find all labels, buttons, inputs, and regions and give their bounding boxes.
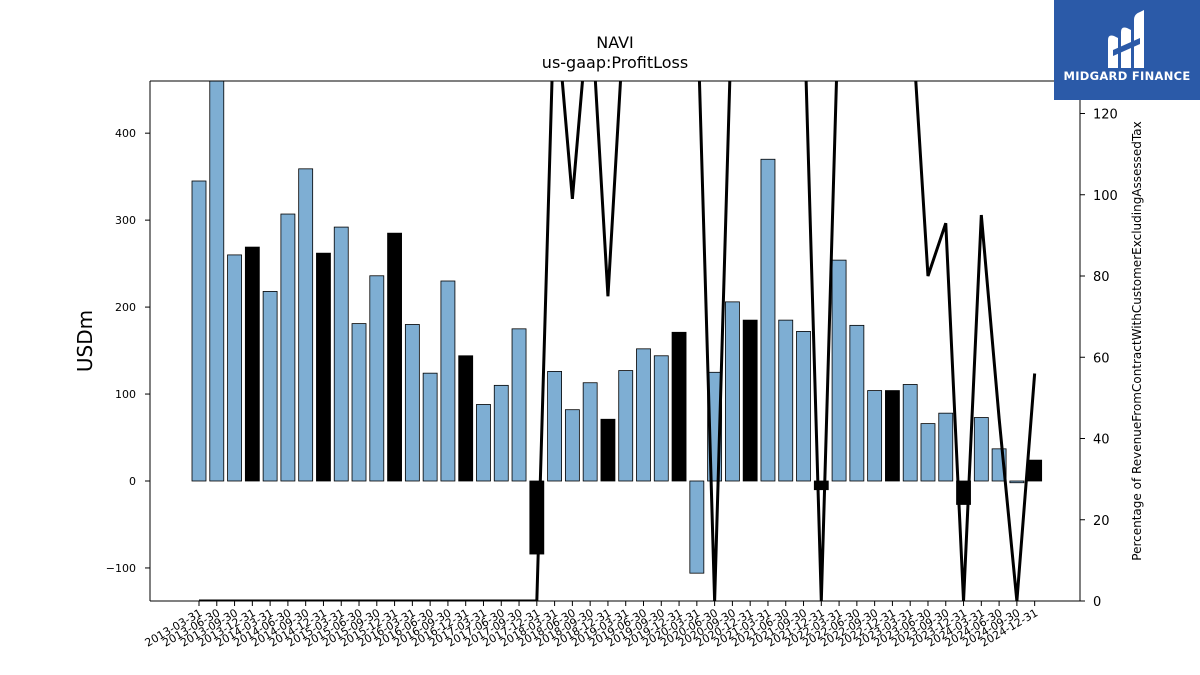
bar [280, 213, 296, 482]
bar [316, 252, 331, 482]
bar [529, 480, 545, 555]
bar [547, 371, 562, 482]
bar [440, 280, 456, 482]
line-series [199, 81, 1037, 601]
bar [867, 390, 883, 482]
y2-tick-label: 120 [1093, 108, 1118, 123]
y2-tick-label: 80 [1093, 270, 1110, 285]
bar [885, 390, 900, 482]
y2-tick-label: 40 [1093, 433, 1110, 448]
y2-tick-label: 0 [1093, 595, 1101, 610]
y2-axis-label: Percentage of RevenueFromContractWithCus… [1130, 121, 1144, 560]
line-group [199, 81, 1037, 601]
bar [1009, 480, 1025, 484]
bar [298, 168, 314, 482]
bar [653, 355, 669, 482]
bar [618, 370, 634, 482]
midgard-finance-logo: MIDGARD FINANCE [1054, 0, 1200, 100]
bar [831, 259, 847, 482]
bar [191, 180, 207, 482]
axes-group [149, 80, 1081, 602]
bar [582, 382, 598, 482]
y-tick-label: 100 [115, 388, 136, 401]
bar [244, 246, 260, 482]
ticks-group: −10001002003004000204060801001202013-03-… [106, 108, 1118, 650]
bar [564, 409, 580, 482]
y2-tick-label: 60 [1093, 351, 1110, 366]
bar [849, 324, 865, 482]
bar [209, 81, 225, 482]
bar [458, 355, 474, 482]
bar [725, 301, 740, 482]
y-tick-label: 300 [115, 214, 136, 227]
logo-mark-icon [1108, 10, 1144, 68]
bar [689, 480, 705, 574]
y-tick-label: −100 [106, 562, 136, 575]
bar [671, 331, 687, 482]
bar [262, 291, 278, 482]
bar [742, 319, 758, 482]
bar [333, 226, 349, 482]
y2-tick-label: 100 [1093, 189, 1118, 204]
bar [404, 324, 420, 482]
bar [476, 404, 491, 482]
bar [493, 384, 509, 482]
bar [511, 328, 527, 482]
bar [760, 158, 776, 482]
bar [902, 384, 918, 482]
logo-text: MIDGARD FINANCE [1063, 69, 1191, 83]
bar [938, 412, 954, 482]
y2-tick-label: 20 [1093, 514, 1110, 529]
bar [351, 323, 367, 482]
bar [369, 275, 385, 482]
y-tick-label: 0 [129, 475, 136, 488]
chart-subtitle: us-gaap:ProfitLoss [542, 53, 688, 72]
bar [227, 254, 242, 482]
bar [422, 372, 438, 482]
y-tick-label: 200 [115, 301, 136, 314]
bar [387, 232, 402, 482]
bar [813, 480, 829, 491]
bar [920, 423, 936, 482]
bars-group [191, 81, 1043, 574]
bar [973, 417, 989, 482]
y-tick-label: 400 [115, 127, 136, 140]
bar [796, 331, 811, 482]
y-axis-label: USDm [73, 310, 97, 372]
bar [1027, 459, 1043, 482]
bar [778, 319, 794, 482]
bar [636, 348, 651, 482]
bar [600, 418, 616, 482]
chart-title: NAVI [596, 33, 634, 52]
